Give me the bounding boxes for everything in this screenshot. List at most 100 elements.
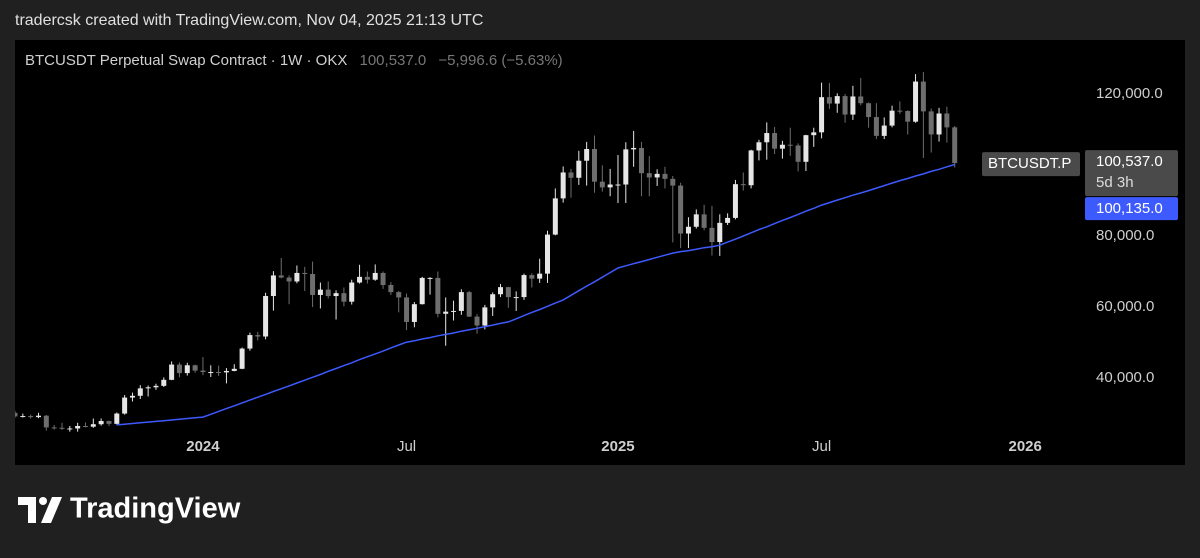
candle-body xyxy=(615,184,621,186)
price-tag-price: 100,537.0 xyxy=(1096,153,1163,170)
candle-body xyxy=(98,421,104,425)
ma-tag xyxy=(1085,197,1178,221)
candle-body xyxy=(169,364,175,380)
candle-body xyxy=(145,387,151,389)
candle-body xyxy=(952,127,958,164)
logo-mark xyxy=(18,497,36,523)
candle-body xyxy=(451,310,457,312)
candle-body xyxy=(670,178,676,186)
candle-body xyxy=(153,385,159,388)
candle-body xyxy=(67,428,73,430)
y-tick-label: 120,000.0 xyxy=(1096,85,1163,102)
y-tick-label: 80,000.0 xyxy=(1096,227,1154,244)
candle-body xyxy=(513,297,519,299)
candle-body xyxy=(787,144,793,146)
candle-body xyxy=(631,147,637,150)
candle-body xyxy=(842,96,848,115)
candle-body xyxy=(302,272,308,275)
candle-body xyxy=(591,149,597,182)
candle-body xyxy=(82,425,88,427)
candle-body xyxy=(208,372,214,374)
candle-body xyxy=(897,110,903,112)
brand: TradingView xyxy=(70,493,241,525)
candle-body xyxy=(748,150,754,186)
candle-body xyxy=(709,227,715,243)
candle-body xyxy=(803,135,809,162)
candle-body xyxy=(294,272,300,282)
candle-body xyxy=(263,296,269,337)
candle-body xyxy=(388,285,394,293)
candle-body xyxy=(529,275,535,279)
logo-mark xyxy=(39,497,47,505)
chart-panel xyxy=(15,40,1185,465)
symbol: BTCUSDT Perpetual Swap Contract · 1W · O… xyxy=(25,52,347,69)
candle-body xyxy=(419,277,425,305)
candle-body xyxy=(357,276,363,283)
candle-body xyxy=(858,96,864,104)
candle-body xyxy=(15,412,18,417)
logo xyxy=(18,497,62,523)
candle-body xyxy=(834,96,840,104)
candle-body xyxy=(889,110,895,126)
candle-body xyxy=(732,184,738,218)
candle-body xyxy=(396,292,402,298)
candle-body xyxy=(881,125,887,136)
candle-body xyxy=(247,335,253,349)
candle-body xyxy=(458,292,464,311)
candle-body xyxy=(59,427,65,429)
candle-body xyxy=(920,81,926,112)
price-tag xyxy=(1085,150,1178,197)
candle-body xyxy=(850,96,856,115)
candle-body xyxy=(137,388,143,396)
candle-body xyxy=(607,184,613,188)
attribution: tradercsk created with TradingView.com, … xyxy=(15,12,483,29)
candle-body xyxy=(662,173,668,179)
x-tick-label: Jul xyxy=(397,438,416,455)
candle-body xyxy=(28,416,34,418)
candle-body xyxy=(638,147,644,174)
candle-body xyxy=(90,424,96,427)
candle-body xyxy=(411,304,417,322)
candle-body xyxy=(317,289,323,295)
candle-body xyxy=(114,413,120,424)
candle-body xyxy=(498,287,504,295)
candle-body xyxy=(552,198,558,235)
candle-body xyxy=(192,365,198,371)
ma-tag-text: 100,135.0 xyxy=(1096,200,1163,217)
candle-body xyxy=(701,214,707,228)
candle-body xyxy=(427,277,433,279)
candle-body xyxy=(435,277,441,314)
candle-body xyxy=(521,275,527,298)
plot-area xyxy=(15,71,958,432)
candle-body xyxy=(826,97,832,104)
x-tick-label: 2024 xyxy=(186,438,220,455)
candle-body xyxy=(255,335,261,337)
candle-body xyxy=(772,133,778,149)
candle-body xyxy=(654,173,660,178)
change: −5,996.6 (−5.63%) xyxy=(438,52,562,69)
candle-body xyxy=(75,425,81,429)
candle-body xyxy=(646,173,652,178)
candle-body xyxy=(278,275,284,278)
symbol-tag xyxy=(982,152,1080,177)
candle-body xyxy=(779,144,785,149)
candle-body xyxy=(505,287,511,298)
candle-body xyxy=(740,184,746,186)
last-price: 100,537.0 xyxy=(360,52,427,69)
logo-mark xyxy=(41,497,62,523)
candle-body xyxy=(216,372,222,374)
candle-body xyxy=(184,365,190,374)
candle-body xyxy=(310,274,316,295)
candle-body xyxy=(200,370,206,373)
candle-body xyxy=(325,289,331,297)
candle-body xyxy=(678,185,684,234)
candle-body xyxy=(341,293,347,302)
candle-body xyxy=(537,273,543,279)
candle-body xyxy=(270,275,276,297)
candle-body xyxy=(122,397,128,414)
price-tag-countdown: 5d 3h xyxy=(1096,174,1134,191)
candle-body xyxy=(404,297,410,322)
candle-body xyxy=(43,415,49,428)
